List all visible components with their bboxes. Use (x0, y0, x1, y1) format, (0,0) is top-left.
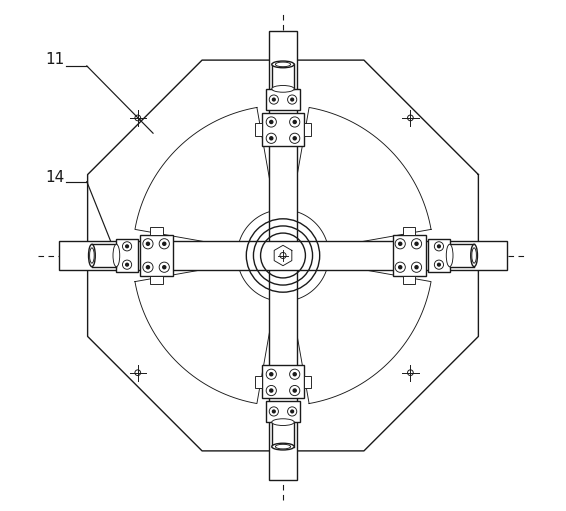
Circle shape (293, 389, 296, 392)
Bar (449, 244, 474, 267)
Bar (428, 239, 449, 272)
Ellipse shape (89, 248, 94, 263)
Ellipse shape (472, 248, 477, 263)
Bar (150, 227, 163, 235)
Bar (255, 376, 262, 388)
Ellipse shape (471, 244, 478, 267)
Ellipse shape (275, 62, 291, 67)
Circle shape (293, 373, 296, 376)
Circle shape (438, 263, 440, 266)
Bar (262, 113, 304, 146)
Circle shape (270, 121, 273, 124)
Bar (150, 276, 163, 284)
Circle shape (126, 245, 128, 248)
Bar (269, 31, 297, 480)
Text: 11: 11 (45, 53, 65, 67)
Bar (304, 123, 311, 136)
Text: 14: 14 (45, 170, 65, 184)
Bar (402, 227, 415, 235)
Circle shape (415, 266, 418, 269)
Circle shape (438, 245, 440, 248)
Ellipse shape (446, 244, 453, 267)
Ellipse shape (113, 244, 120, 267)
Bar (393, 235, 426, 276)
Circle shape (291, 410, 294, 413)
Ellipse shape (88, 244, 95, 267)
Circle shape (270, 389, 273, 392)
Circle shape (270, 137, 273, 140)
Bar (140, 235, 173, 276)
Circle shape (272, 98, 275, 101)
Bar (267, 401, 299, 422)
Bar (272, 64, 294, 89)
Bar (402, 276, 415, 284)
Bar (262, 365, 304, 398)
Ellipse shape (272, 443, 294, 450)
Circle shape (270, 373, 273, 376)
Circle shape (415, 242, 418, 245)
Circle shape (293, 137, 296, 140)
Circle shape (293, 121, 296, 124)
Circle shape (398, 266, 402, 269)
Circle shape (163, 242, 166, 245)
Circle shape (147, 242, 149, 245)
Bar (272, 422, 294, 447)
Ellipse shape (275, 444, 291, 449)
Circle shape (291, 98, 294, 101)
Bar (117, 239, 138, 272)
Ellipse shape (272, 61, 294, 68)
Bar (304, 376, 311, 388)
Circle shape (147, 266, 149, 269)
Bar (267, 89, 299, 110)
Circle shape (126, 263, 128, 266)
Ellipse shape (272, 419, 294, 426)
Circle shape (163, 266, 166, 269)
Bar (255, 123, 262, 136)
Bar (92, 244, 117, 267)
Ellipse shape (272, 85, 294, 92)
Circle shape (398, 242, 402, 245)
Circle shape (272, 410, 275, 413)
Bar (59, 241, 507, 270)
